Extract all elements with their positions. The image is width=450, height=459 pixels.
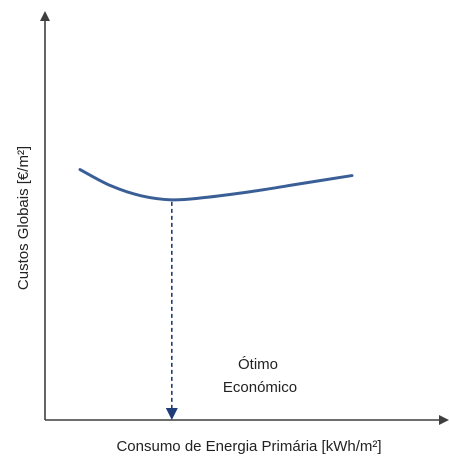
- x-axis-label: Consumo de Energia Primária [kWh/m²]: [116, 438, 381, 455]
- y-axis-label: Custos Globais [€/m²]: [15, 146, 32, 290]
- annotation-line-2: Económico: [223, 379, 297, 396]
- annotation-line-1: Ótimo: [238, 356, 278, 373]
- series-curve: [78, 168, 354, 202]
